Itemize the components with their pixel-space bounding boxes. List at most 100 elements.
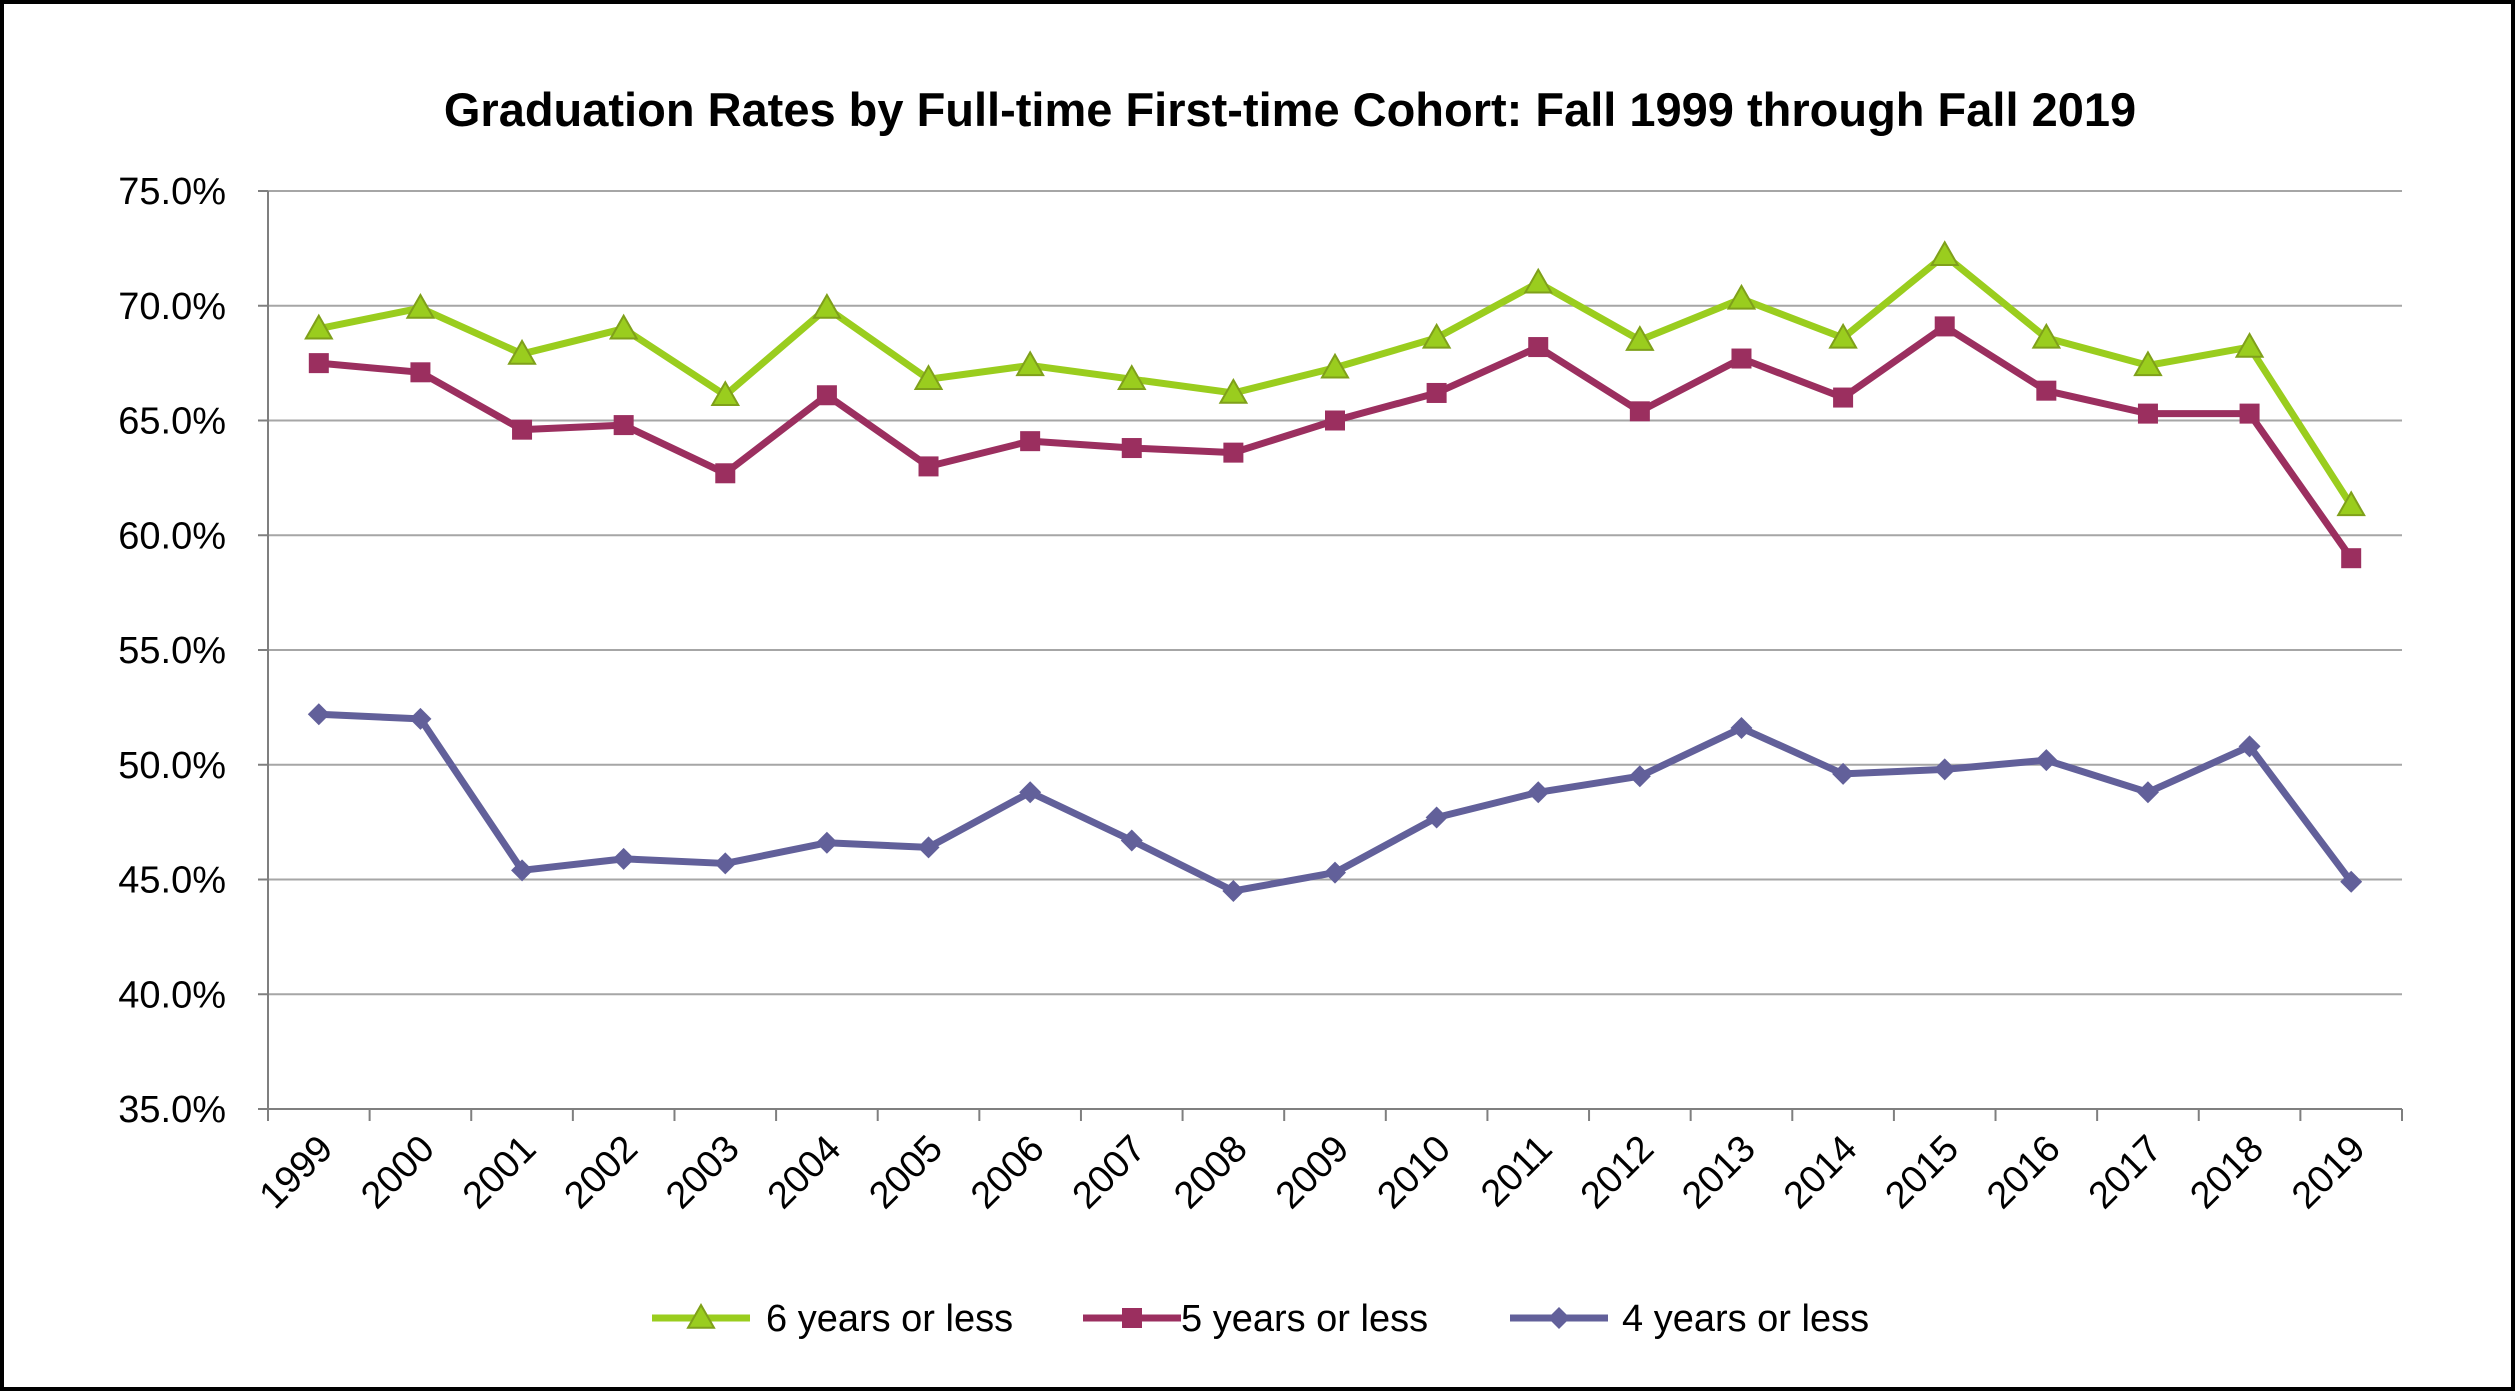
x-tick-label: 2010: [1370, 1128, 1459, 1217]
legend-label: 6 years or less: [766, 1298, 1013, 1340]
series-group: [304, 240, 2366, 902]
data-point: [1628, 765, 1651, 788]
x-tick-label: 2018: [2182, 1128, 2271, 1217]
x-tick-label: 2017: [2081, 1128, 2170, 1217]
x-tick-label: 2012: [1573, 1128, 1662, 1217]
data-point: [2036, 380, 2057, 401]
data-point: [410, 362, 431, 383]
x-tick-label: 2007: [1065, 1128, 1154, 1217]
data-point: [1726, 283, 1757, 310]
series-line: [318, 251, 2355, 508]
y-tick-label: 70.0%: [118, 286, 226, 328]
data-point: [1933, 758, 1956, 781]
data-point: [2035, 749, 2058, 772]
data-point: [1832, 762, 1855, 785]
data-point: [812, 293, 842, 319]
x-tick-label: 2006: [963, 1128, 1052, 1217]
data-point: [1528, 337, 1549, 358]
data-point: [1218, 377, 1249, 404]
legend-marker: [1548, 1307, 1570, 1329]
data-point: [710, 380, 741, 407]
data-point: [2137, 403, 2158, 424]
y-tick-label: 55.0%: [118, 630, 226, 672]
data-point: [1019, 781, 1042, 804]
data-point: [1015, 350, 1045, 377]
data-point: [2238, 735, 2261, 758]
data-point: [308, 353, 329, 374]
data-point: [511, 859, 534, 882]
data-point: [2031, 322, 2062, 349]
data-point: [1426, 382, 1447, 403]
data-point: [1020, 431, 1041, 452]
data-point: [1934, 316, 1955, 337]
y-tick-label: 35.0%: [118, 1089, 226, 1131]
data-point: [1324, 861, 1346, 884]
y-tick-label: 60.0%: [118, 515, 226, 557]
data-point: [2133, 350, 2163, 377]
data-point: [1731, 348, 1752, 369]
x-tick-label: 2002: [557, 1128, 646, 1217]
y-tick-label: 40.0%: [118, 974, 226, 1016]
data-point: [613, 415, 634, 436]
data-point: [1625, 325, 1655, 351]
data-point: [1421, 322, 1452, 349]
data-point: [512, 419, 533, 440]
x-tick-label: 2016: [1979, 1128, 2068, 1217]
data-point: [2340, 870, 2363, 893]
data-point: [507, 338, 537, 365]
x-tick-label: 2011: [1473, 1128, 1560, 1215]
data-point: [1223, 442, 1244, 463]
x-tick-label: 2013: [1674, 1128, 1763, 1217]
data-point: [1320, 352, 1350, 379]
data-point: [715, 463, 736, 484]
y-tick-label: 50.0%: [118, 745, 226, 787]
data-point: [1121, 438, 1142, 459]
x-tick-label: 2005: [861, 1128, 950, 1217]
x-tick-label: 1999: [252, 1128, 341, 1217]
data-point: [409, 707, 432, 730]
data-point: [1425, 806, 1448, 829]
data-point: [1527, 781, 1550, 804]
data-point: [815, 831, 838, 854]
data-point: [405, 293, 436, 319]
x-tick-label: 2015: [1878, 1128, 1967, 1217]
legend-label: 4 years or less: [1622, 1298, 1869, 1340]
x-axis-ticks: 1999 2000 2001 2002 2003 2004 2005 2006 2007 2008…: [252, 1109, 2403, 1217]
data-point: [1117, 364, 1147, 390]
data-point: [2234, 332, 2265, 358]
legend-item: 5 years or less: [1083, 1298, 1428, 1340]
x-tick-label: 2019: [2284, 1128, 2373, 1217]
data-point: [1325, 410, 1345, 431]
y-tick-label: 45.0%: [118, 860, 226, 902]
chart-title: Graduation Rates by Full-time First-time…: [444, 83, 2136, 136]
legend-marker: [1122, 1308, 1142, 1328]
data-point: [307, 703, 330, 726]
y-axis-ticks: 35.0% 40.0% 45.0% 50.0% 55.0% 60.0% 65.0% 70.0%…: [118, 171, 268, 1131]
data-point: [2239, 403, 2260, 424]
series-3: [307, 703, 2363, 902]
data-point: [2336, 490, 2366, 517]
data-point: [913, 364, 944, 390]
data-point: [1730, 717, 1753, 740]
x-tick-label: 2008: [1166, 1128, 1255, 1217]
data-point: [816, 385, 837, 406]
data-point: [1222, 879, 1245, 902]
x-tick-label: 2000: [353, 1128, 442, 1217]
x-tick-label: 2004: [760, 1128, 849, 1217]
data-point: [714, 852, 737, 875]
data-point: [1833, 387, 1854, 408]
y-tick-label: 75.0%: [118, 171, 226, 213]
data-point: [1120, 829, 1143, 852]
legend-item: 6 years or less: [652, 1298, 1013, 1340]
x-tick-label: 2009: [1268, 1128, 1357, 1217]
legend: 6 years or less 5 years or less 4 years or…: [652, 1298, 1869, 1340]
x-tick-label: 2003: [658, 1128, 747, 1217]
legend-marker: [686, 1302, 716, 1329]
x-tick-label: 2001: [455, 1128, 544, 1217]
series-1: [304, 240, 2366, 517]
legend-item: 4 years or less: [1510, 1298, 1869, 1340]
y-tick-label: 65.0%: [118, 401, 226, 443]
legend-label: 5 years or less: [1181, 1298, 1428, 1340]
